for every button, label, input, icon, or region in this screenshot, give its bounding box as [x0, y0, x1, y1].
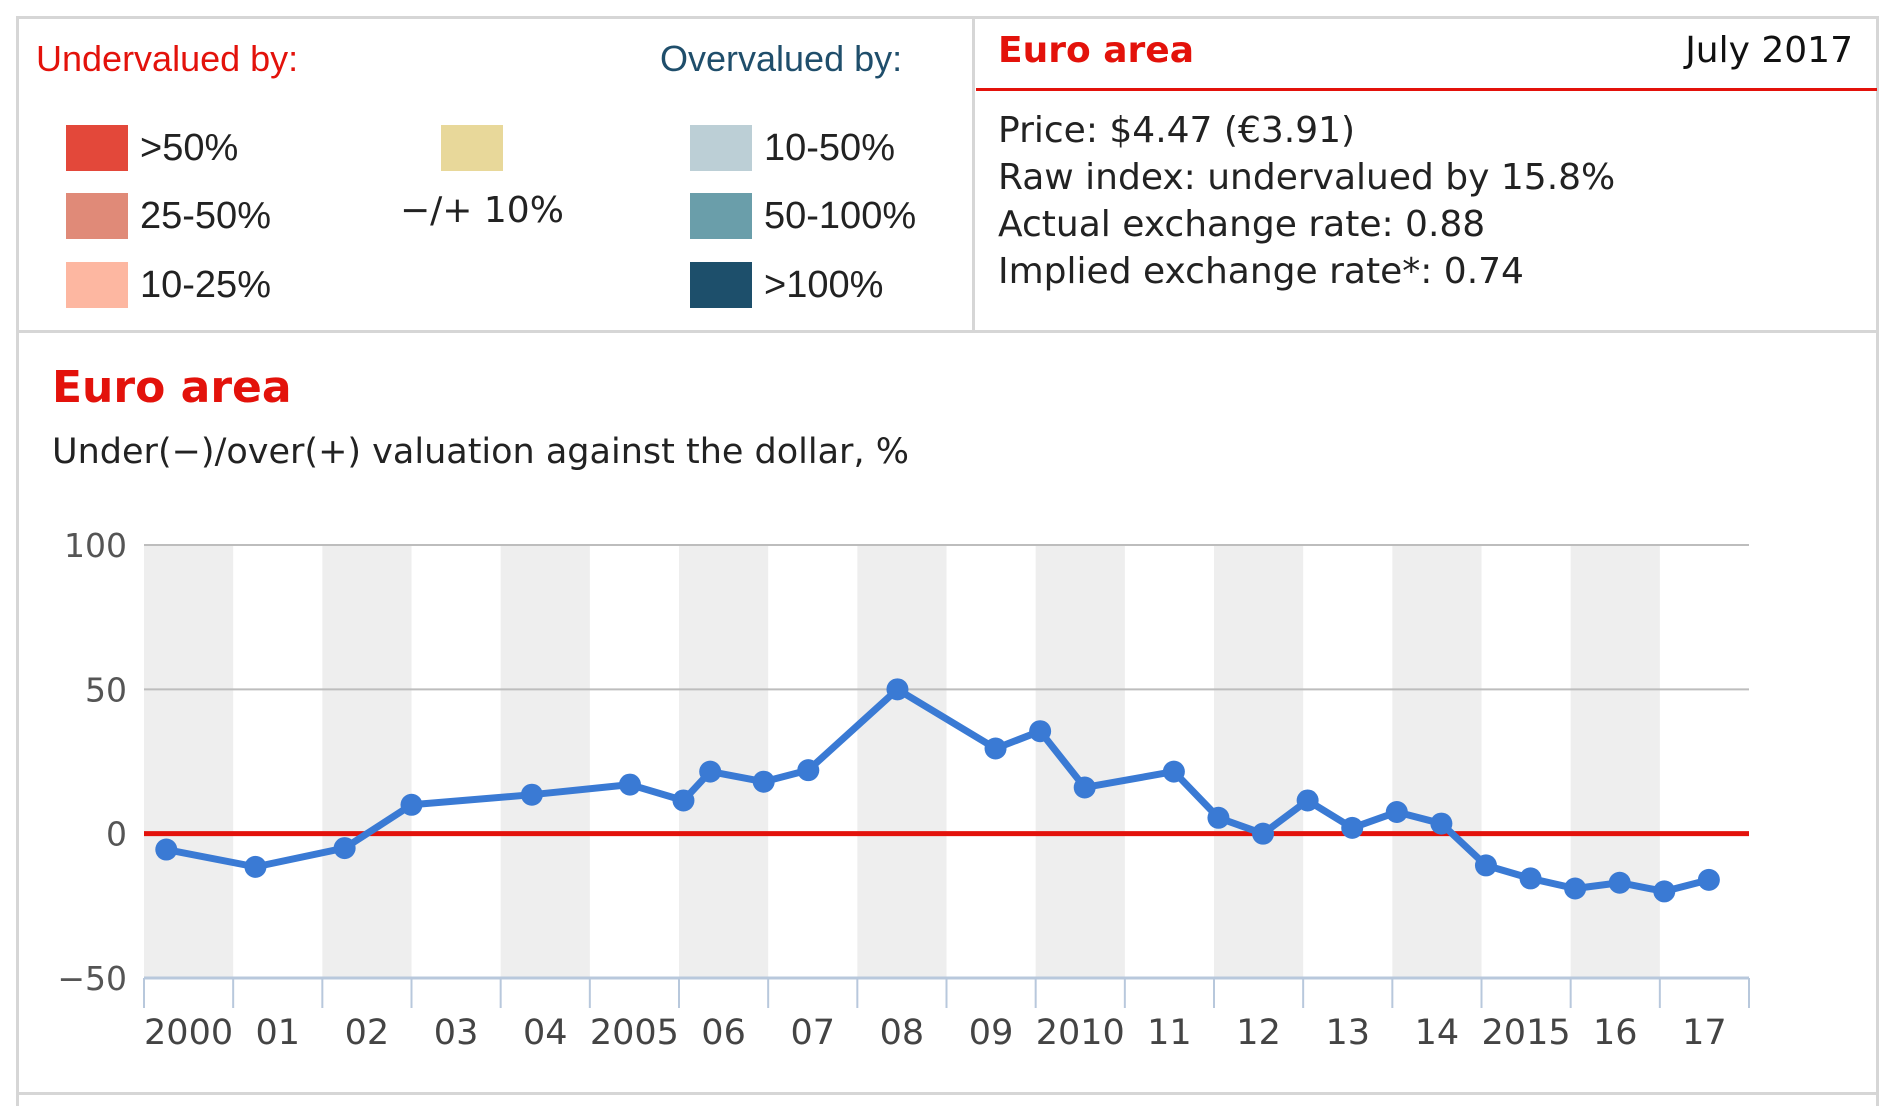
- data-point: [699, 760, 722, 783]
- data-point: [244, 855, 267, 878]
- year-band: [857, 545, 947, 978]
- data-point: [886, 678, 909, 701]
- panel-divider: [972, 16, 975, 332]
- legend-swatch: [66, 262, 128, 308]
- data-point: [984, 737, 1007, 760]
- year-band: [1035, 545, 1125, 978]
- bottom-border: [16, 1092, 1879, 1095]
- data-point: [1519, 867, 1542, 890]
- data-point: [1474, 854, 1497, 877]
- x-tick-label: 06: [701, 1013, 746, 1053]
- year-band: [500, 545, 590, 978]
- legend-swatch: [690, 125, 752, 171]
- data-point: [1162, 760, 1185, 783]
- legend-label-neutral: −/+ 10%: [400, 190, 564, 231]
- legend-item-over-10-50: 10-50%: [690, 125, 895, 171]
- x-tick-label: 03: [434, 1013, 479, 1053]
- year-band: [679, 545, 769, 978]
- year-band: [144, 545, 234, 978]
- info-date: July 2017: [1685, 30, 1853, 71]
- legend-swatch: [66, 193, 128, 239]
- data-point: [400, 793, 423, 816]
- data-point: [1697, 868, 1720, 891]
- info-price: Price: $4.47 (€3.91): [998, 110, 1356, 151]
- x-tick-label: 08: [880, 1013, 925, 1053]
- data-point: [1029, 720, 1052, 743]
- legend-label: 10-25%: [140, 263, 271, 306]
- legend-label: 25-50%: [140, 194, 271, 237]
- top-border: [16, 16, 1879, 19]
- chart-subtitle: Under(−)/over(+) valuation against the d…: [52, 432, 909, 472]
- info-title-rule: [976, 88, 1877, 91]
- legend-label: >100%: [764, 263, 884, 306]
- legend-label: 10-50%: [764, 126, 895, 169]
- x-tick-label: 13: [1325, 1013, 1370, 1053]
- data-point: [618, 773, 641, 796]
- y-tick-label: 50: [85, 670, 127, 709]
- data-point: [1341, 816, 1364, 839]
- year-band: [322, 545, 412, 978]
- legend-swatch: [66, 125, 128, 171]
- data-point: [1296, 789, 1319, 812]
- x-tick-label: 04: [523, 1013, 568, 1053]
- data-point: [520, 783, 543, 806]
- x-tick-label: 2000: [144, 1013, 233, 1053]
- info-actual-rate: Actual exchange rate: 0.88: [998, 204, 1486, 245]
- data-point: [155, 838, 178, 861]
- x-tick-label: 14: [1415, 1013, 1460, 1053]
- undervalued-heading: Undervalued by:: [36, 38, 299, 79]
- legend-item-over-100: >100%: [690, 262, 883, 308]
- legend-swatch: [690, 193, 752, 239]
- x-tick-label: 01: [255, 1013, 300, 1053]
- data-point: [1430, 812, 1453, 835]
- data-point: [1653, 880, 1676, 903]
- y-tick-label: −50: [57, 959, 127, 998]
- legend-item-under-50: >50%: [66, 125, 238, 171]
- left-border: [16, 16, 19, 1106]
- data-point: [1608, 871, 1631, 894]
- year-band: [1570, 545, 1660, 978]
- y-tick-label: 0: [106, 815, 127, 854]
- x-tick-label: 02: [345, 1013, 390, 1053]
- legend-item-over-50-100: 50-100%: [690, 193, 916, 239]
- line-chart: 100 50 0 −50 2000 01 02 03 04 2005 06 07 08 09 2010 11 1…: [57, 526, 1750, 1053]
- x-tick-label: 2015: [1482, 1013, 1571, 1053]
- data-point: [1385, 801, 1408, 824]
- info-raw-index: Raw index: undervalued by 15.8%: [998, 157, 1616, 198]
- chart-title: Euro area: [52, 362, 292, 413]
- year-band: [1214, 545, 1304, 978]
- legend-label: >50%: [140, 126, 239, 169]
- legend-swatch-neutral: [441, 125, 503, 171]
- data-point: [752, 770, 775, 793]
- year-band: [1392, 545, 1482, 978]
- data-point: [1207, 806, 1230, 829]
- data-point: [672, 789, 695, 812]
- y-tick-label: 100: [64, 526, 127, 565]
- legend-item-under-10-25: 10-25%: [66, 262, 271, 308]
- info-title: Euro area: [998, 30, 1194, 71]
- x-tick-label: 17: [1682, 1013, 1727, 1053]
- data-point: [1073, 776, 1096, 799]
- x-tick-label: 12: [1236, 1013, 1281, 1053]
- overvalued-heading: Overvalued by:: [660, 38, 903, 79]
- legend-label: 50-100%: [764, 194, 917, 237]
- data-point: [333, 837, 356, 860]
- x-tick-label: 07: [790, 1013, 835, 1053]
- legend-item-under-25-50: 25-50%: [66, 193, 271, 239]
- data-point: [1252, 822, 1275, 845]
- data-point: [1564, 877, 1587, 900]
- x-tick-label: 09: [969, 1013, 1014, 1053]
- x-tick-label: 11: [1147, 1013, 1192, 1053]
- right-border: [1876, 16, 1879, 1106]
- x-tick-label: 2010: [1036, 1013, 1125, 1053]
- info-implied-rate: Implied exchange rate*: 0.74: [998, 251, 1524, 292]
- legend-swatch: [690, 262, 752, 308]
- x-tick-label: 16: [1593, 1013, 1638, 1053]
- data-point: [797, 759, 820, 782]
- x-tick-label: 2005: [590, 1013, 679, 1053]
- section-divider: [16, 330, 1879, 333]
